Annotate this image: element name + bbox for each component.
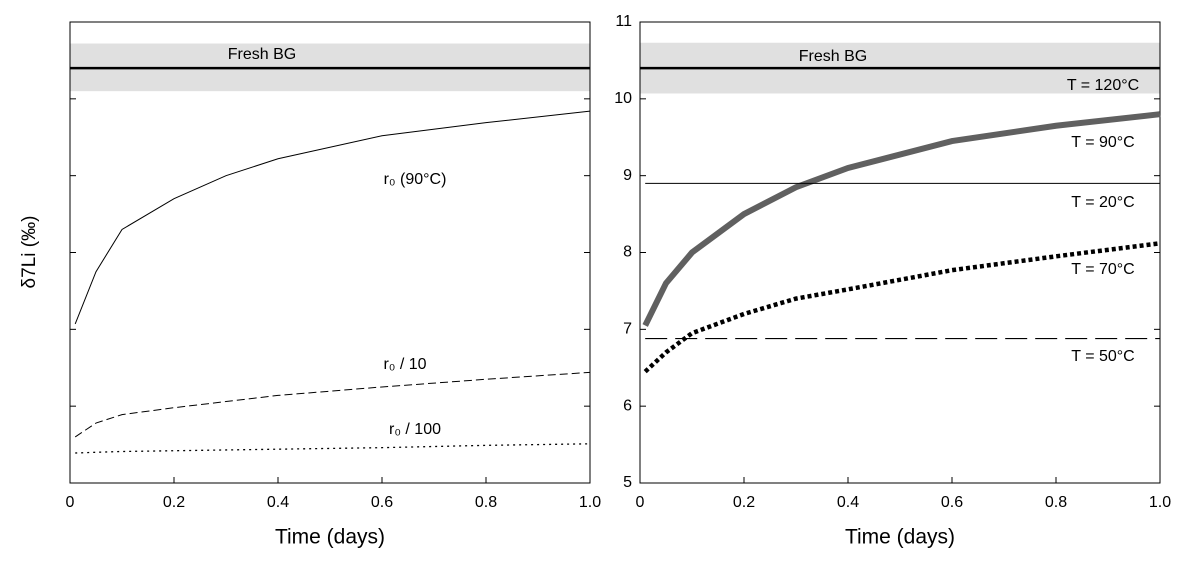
x-tick-label: 0.4	[267, 494, 289, 511]
band-label: Fresh BG	[228, 46, 296, 63]
annotation: T = 120°C	[1067, 77, 1139, 94]
x-tick-label: 0.2	[733, 494, 755, 511]
y-tick-label: 7	[623, 321, 632, 338]
line-series	[643, 241, 1161, 374]
x-tick-label: 0.6	[371, 494, 393, 511]
line-series	[74, 371, 591, 438]
y-tick-label: 6	[623, 397, 632, 414]
x-axis-label: Time (days)	[275, 526, 385, 549]
series-label: T = 20°C	[1071, 194, 1134, 211]
series-label: T = 70°C	[1071, 261, 1134, 278]
series-label: r₀ (90°C)	[384, 171, 447, 188]
x-tick-label: 0.6	[941, 494, 963, 511]
line-series	[642, 111, 1161, 327]
plot-frame	[69, 21, 591, 484]
x-tick-label: 0.8	[475, 494, 497, 511]
y-tick-label: 8	[623, 244, 632, 261]
x-axis-label: Time (days)	[845, 526, 955, 549]
series-label: r₀ / 100	[389, 421, 441, 438]
series-label: T = 90°C	[1071, 134, 1134, 151]
y-tick-label: 11	[615, 13, 632, 30]
series-label: r₀ / 10	[383, 356, 426, 373]
x-tick-label: 0	[66, 494, 75, 511]
y-tick-label: 9	[623, 167, 632, 184]
y-tick-label: 10	[614, 90, 632, 107]
band-label: Fresh BG	[799, 48, 867, 65]
x-tick-label: 0.8	[1045, 494, 1067, 511]
line-series	[74, 110, 591, 325]
x-tick-label: 1.0	[1149, 494, 1171, 511]
x-tick-label: 1.0	[579, 494, 601, 511]
line-series	[75, 443, 591, 454]
x-tick-label: 0.4	[837, 494, 859, 511]
x-tick-label: 0	[636, 494, 645, 511]
y-axis-label: δ7Li (‰)	[19, 216, 40, 289]
y-tick-label: 5	[623, 474, 632, 491]
series-label: T = 50°C	[1071, 348, 1134, 365]
x-tick-label: 0.2	[163, 494, 185, 511]
